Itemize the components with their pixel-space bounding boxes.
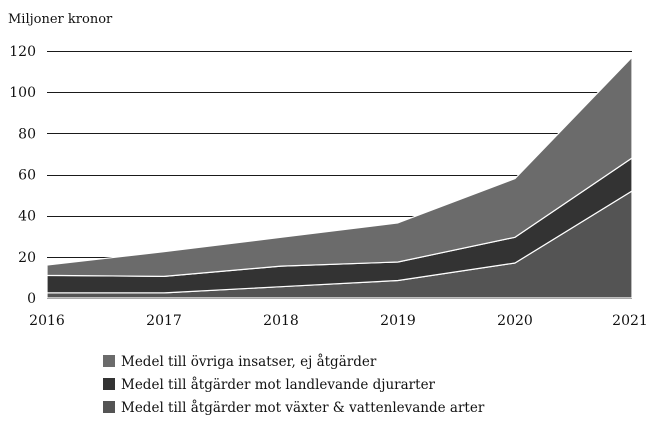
y-tick-label-60: 60 xyxy=(18,168,36,184)
area-layer xyxy=(46,56,633,299)
legend-item-2: Medel till övriga insatser, ej åtgärder xyxy=(103,354,377,370)
y-tick-label-120: 120 xyxy=(9,44,36,60)
area-series-2 xyxy=(46,56,633,277)
y-tick-label-20: 20 xyxy=(18,250,36,266)
legend-item-0: Medel till åtgärder mot växter & vattenl… xyxy=(103,400,485,416)
legend: Medel till övriga insatser, ej åtgärder M… xyxy=(103,354,485,416)
x-tick-label-2019: 2019 xyxy=(380,313,416,329)
x-tick-label-2018: 2018 xyxy=(263,313,299,329)
axis-layer: 0 20 40 60 80 100 120 2016 2017 2018 2019 2020 2021 xyxy=(9,44,648,329)
y-tick-label-100: 100 xyxy=(9,85,36,101)
legend-swatch-1 xyxy=(103,378,115,390)
y-tick-label-80: 80 xyxy=(18,126,36,142)
y-axis-unit-label: Miljoner kronor xyxy=(8,12,113,27)
y-tick-label-40: 40 xyxy=(18,209,36,225)
legend-swatch-2 xyxy=(103,355,115,367)
legend-item-1: Medel till åtgärder mot landlevande djur… xyxy=(103,377,436,393)
legend-label-2: Medel till övriga insatser, ej åtgärder xyxy=(121,354,377,370)
legend-swatch-0 xyxy=(103,401,115,413)
x-tick-label-2016: 2016 xyxy=(29,313,65,329)
legend-label-0: Medel till åtgärder mot växter & vattenl… xyxy=(121,400,485,416)
x-tick-label-2021: 2021 xyxy=(612,313,648,329)
legend-label-1: Medel till åtgärder mot landlevande djur… xyxy=(121,377,436,393)
y-tick-label-0: 0 xyxy=(27,291,36,307)
x-tick-label-2020: 2020 xyxy=(497,313,533,329)
x-tick-label-2017: 2017 xyxy=(146,313,182,329)
